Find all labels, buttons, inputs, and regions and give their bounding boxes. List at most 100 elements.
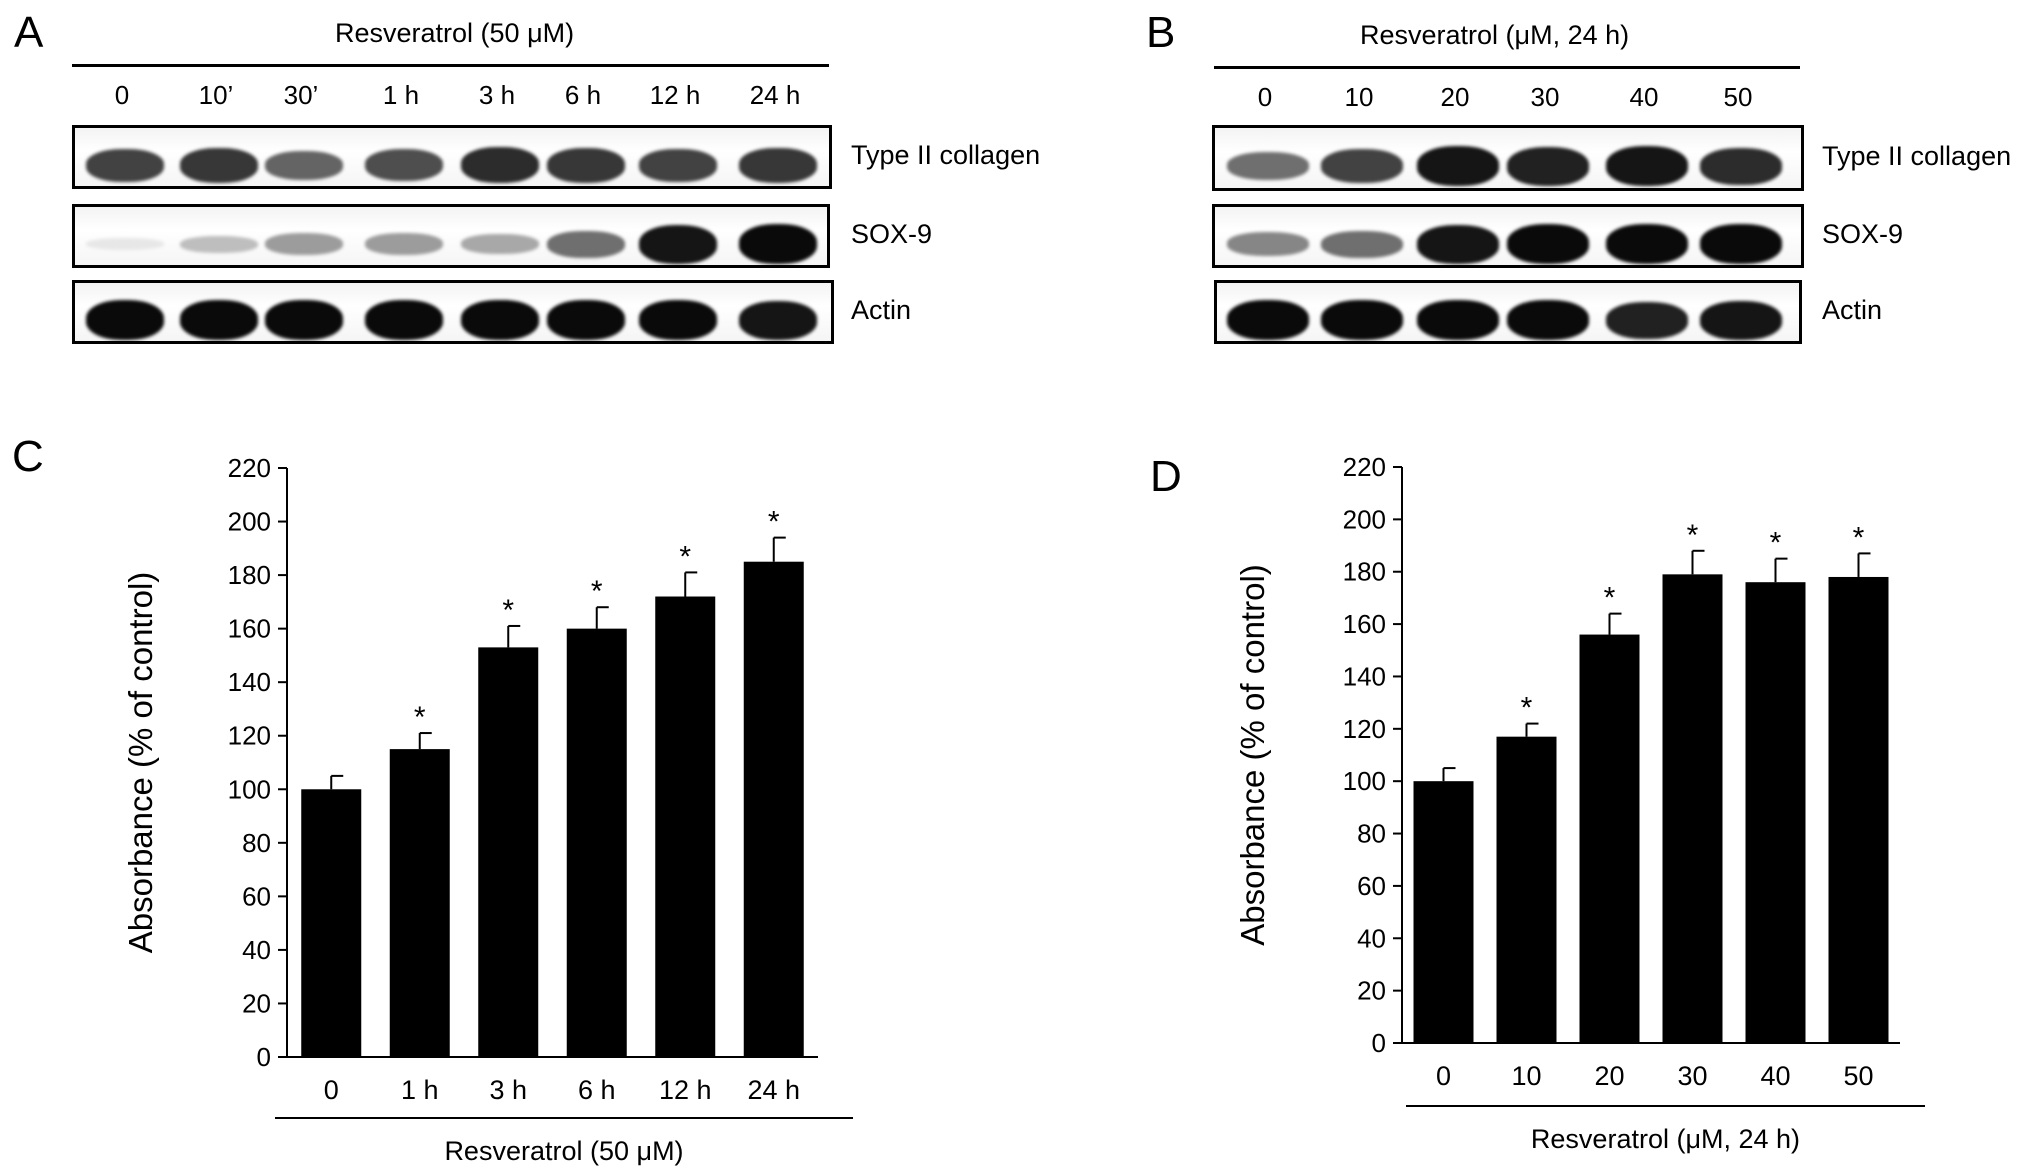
blot-band <box>365 149 443 181</box>
lane-label: 30 <box>1530 82 1560 112</box>
blot-row-label: SOX-9 <box>1822 219 1904 249</box>
y-tick-label: 120 <box>228 721 271 751</box>
y-tick-label: 160 <box>228 614 271 644</box>
panel-letter-a: A <box>14 8 44 57</box>
blot-band <box>1606 302 1688 339</box>
bar <box>1496 736 1557 1043</box>
significance-star: * <box>591 575 603 608</box>
blot-band <box>1417 225 1499 264</box>
significance-star: * <box>1770 527 1782 560</box>
y-tick-label: 20 <box>242 988 271 1018</box>
blot-band <box>1606 146 1688 186</box>
y-tick-label: 80 <box>242 828 271 858</box>
significance-star: * <box>1687 519 1699 552</box>
blot-band <box>1227 152 1309 180</box>
y-tick-label: 20 <box>1357 976 1386 1006</box>
blot-band <box>1507 300 1589 340</box>
y-tick-label: 0 <box>1372 1028 1386 1058</box>
y-tick-label: 180 <box>1343 557 1386 587</box>
bar <box>566 628 627 1057</box>
blot-band <box>365 300 443 340</box>
bar <box>478 647 539 1057</box>
blot-strip <box>72 204 830 268</box>
lane-label: 10 <box>1344 82 1374 112</box>
y-tick-label: 220 <box>1343 452 1386 482</box>
blot-row-label: Type II collagen <box>1822 141 2012 171</box>
blot-band <box>461 234 539 254</box>
blot-band <box>1700 148 1782 185</box>
lane-label: 3 h <box>478 80 516 110</box>
x-tick-label: 20 <box>1594 1061 1624 1091</box>
y-tick-label: 160 <box>1343 609 1386 639</box>
lane-label: 10’ <box>198 80 234 110</box>
chart-c: 0 20 40 60 80 100 120 140 160 180 200 220 Absorbance… <box>122 453 853 1166</box>
bar <box>655 596 716 1057</box>
lane-label: 40 <box>1629 82 1659 112</box>
blot-band <box>1321 300 1403 340</box>
y-tick-label: 40 <box>242 935 271 965</box>
blot-strip <box>1214 280 1802 344</box>
bar <box>1413 781 1474 1043</box>
blot-strip <box>1212 204 1804 268</box>
bar <box>301 789 362 1057</box>
bar <box>743 561 804 1057</box>
blot-strip <box>72 280 834 344</box>
blot-band <box>180 148 258 183</box>
blot-band <box>1417 146 1499 186</box>
bar <box>389 749 450 1057</box>
panel-letter-d: D <box>1150 452 1182 501</box>
blot-row-label: Actin <box>851 295 912 325</box>
y-tick-label: 220 <box>228 453 271 483</box>
y-tick-label: 0 <box>257 1042 271 1072</box>
x-tick-label: 6 h <box>578 1075 616 1105</box>
blot-band <box>547 148 625 183</box>
blot-band <box>265 300 343 340</box>
blot-a-title: Resveratrol (50 μM) <box>335 18 575 48</box>
y-tick-label: 60 <box>1357 871 1386 901</box>
lane-label: 6 h <box>564 80 602 110</box>
y-tick-label: 140 <box>1343 661 1386 691</box>
significance-star: * <box>1521 692 1533 725</box>
blot-band <box>1700 224 1782 264</box>
y-tick-label: 40 <box>1357 923 1386 953</box>
y-tick-label: 120 <box>1343 714 1386 744</box>
lane-label: 12 h <box>649 80 701 110</box>
y-tick-label: 80 <box>1357 819 1386 849</box>
blot-band <box>739 224 817 264</box>
y-tick-label: 140 <box>228 667 271 697</box>
x-tick-label: 24 h <box>747 1075 800 1105</box>
lane-label: 24 h <box>749 80 801 110</box>
y-axis-label: Absorbance (% of control) <box>1234 564 1271 946</box>
panel-letter-c: C <box>12 432 44 481</box>
blot-band <box>86 238 164 250</box>
blot-band <box>86 300 164 340</box>
blot-band <box>1606 224 1688 264</box>
blot-band <box>639 149 717 182</box>
panel-letter-b: B <box>1146 8 1176 57</box>
blot-a-title-underline <box>72 64 829 67</box>
blot-band <box>1507 224 1589 264</box>
x-tick-label: 50 <box>1843 1061 1873 1091</box>
blot-strip <box>72 125 832 189</box>
y-axis-label: Absorbance (% of control) <box>122 572 159 954</box>
blot-band <box>86 149 164 182</box>
significance-star: * <box>679 540 691 573</box>
blot-b-title-underline <box>1214 66 1800 69</box>
x-tick-label: 3 h <box>489 1075 527 1105</box>
x-tick-label: 0 <box>1436 1061 1451 1091</box>
lane-label: 1 h <box>382 80 420 110</box>
blot-band <box>739 148 817 183</box>
x-tick-label: 1 h <box>401 1075 439 1105</box>
blot-row-label: Actin <box>1822 295 1883 325</box>
blot-b-title: Resveratrol (μM, 24 h) <box>1360 20 1630 50</box>
blot-band <box>1507 147 1589 186</box>
blot-band <box>639 225 717 264</box>
x-tick-label: 12 h <box>659 1075 712 1105</box>
bar <box>1828 576 1889 1043</box>
blot-band <box>265 151 343 180</box>
blot-band <box>1417 300 1499 340</box>
y-tick-label: 100 <box>1343 766 1386 796</box>
significance-star: * <box>1853 521 1865 554</box>
blot-band <box>180 236 258 253</box>
blot-band <box>1227 232 1309 256</box>
